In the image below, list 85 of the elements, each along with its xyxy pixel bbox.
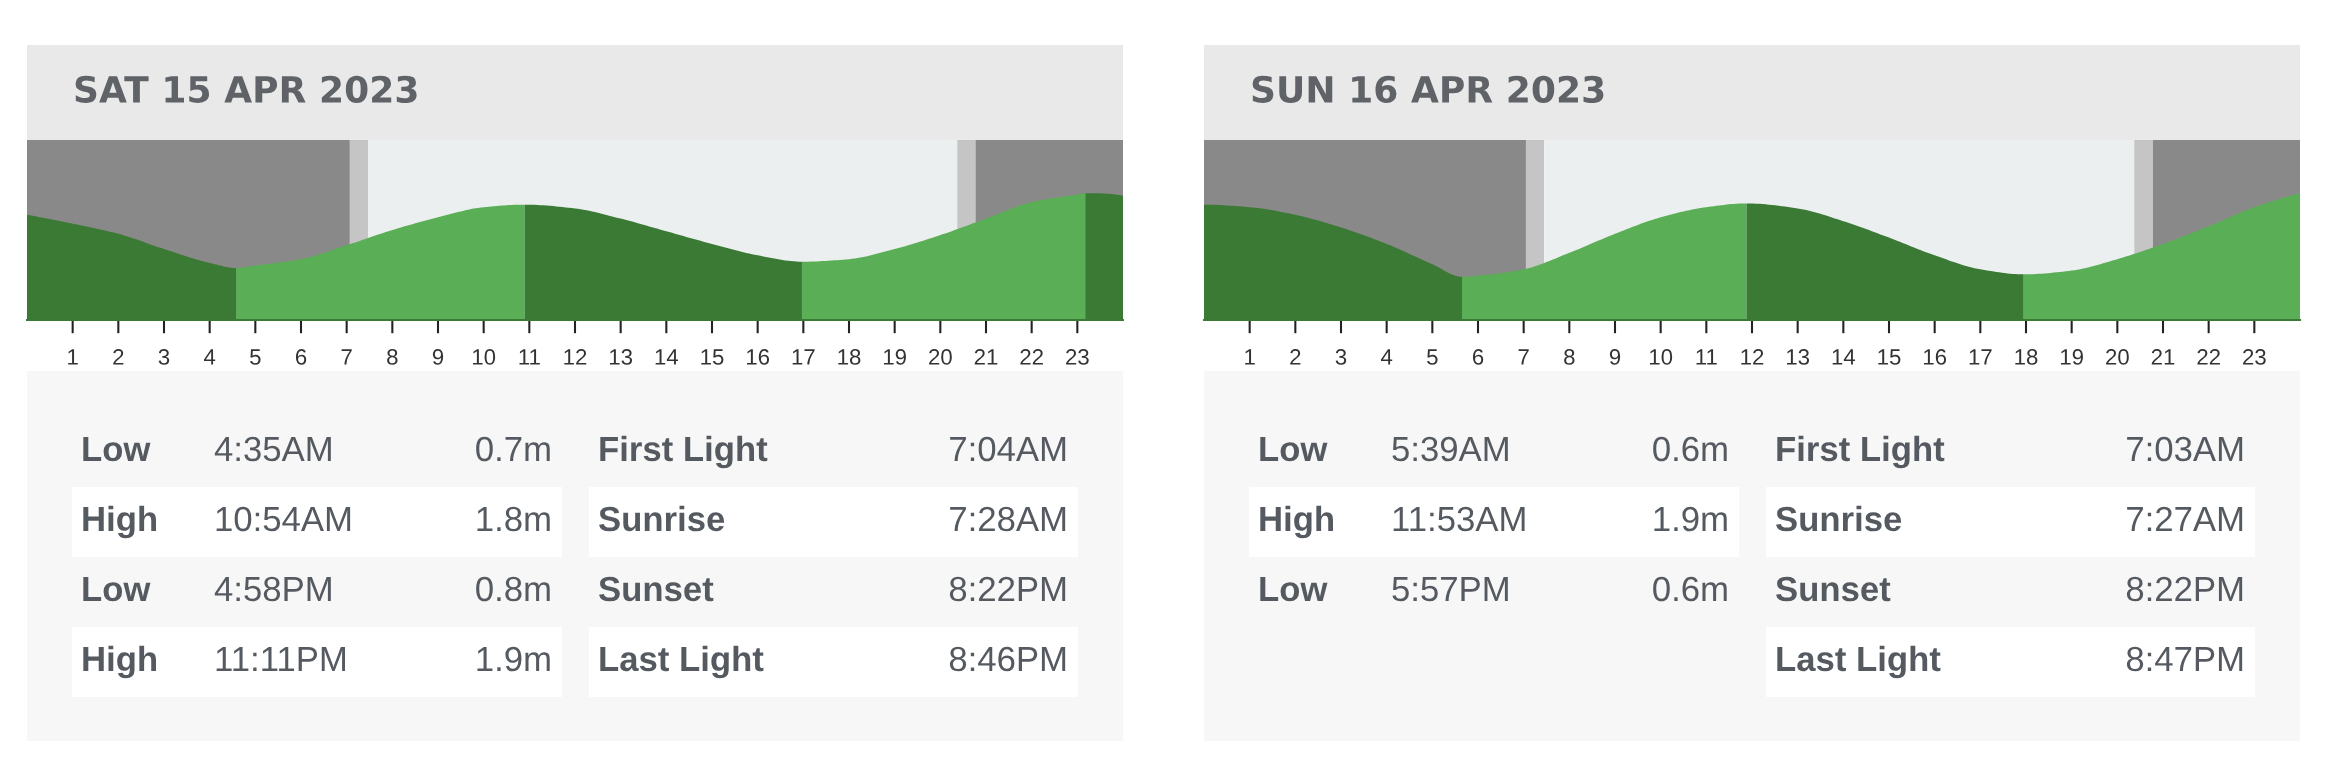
x-tick-label: 4 <box>204 349 216 365</box>
chart-title: SAT 15 APR 2023 <box>75 75 417 103</box>
x-tick-label: 5 <box>250 349 261 365</box>
x-tick-label: 21 <box>974 349 998 365</box>
text: 1.9m <box>1654 506 1727 532</box>
x-tick-label: 10 <box>473 349 496 365</box>
category-label: Sunrise <box>1776 505 1902 532</box>
x-tick-label: 2 <box>113 349 124 365</box>
x-tick-label: 15 <box>701 349 724 365</box>
text: 0.6m <box>1653 436 1727 462</box>
text: 8:47PM <box>2126 646 2243 672</box>
x-tick-label: 16 <box>747 349 770 365</box>
category-label: Low <box>1260 577 1328 602</box>
x-tick-label: 6 <box>295 349 307 365</box>
text: 8:46PM <box>949 646 1066 672</box>
category-label: Sunset <box>599 576 714 602</box>
x-tick-label: 13 <box>610 349 633 365</box>
x-tick-label: 5 <box>1427 349 1438 365</box>
category-label: High <box>1260 505 1333 539</box>
x-tick-label: 20 <box>2106 349 2129 365</box>
x-tick-label: 3 <box>158 349 170 365</box>
category-label: Last Light <box>600 645 764 679</box>
category-label: High <box>83 505 156 539</box>
text: 1.9m <box>477 646 550 672</box>
x-tick-label: 8 <box>387 349 398 365</box>
text: 0.6m <box>1653 576 1727 602</box>
x-tick-label: 4 <box>1381 349 1393 365</box>
category-label: First Light <box>600 435 768 469</box>
x-tick-label: 22 <box>1020 349 1043 365</box>
text: 0.8m <box>476 576 550 602</box>
x-tick-label: 12 <box>1741 349 1764 365</box>
text: 4:35AM <box>214 436 331 462</box>
category-label: Low <box>83 577 151 602</box>
x-tick-label: 6 <box>1472 349 1484 365</box>
category-label: Low <box>83 437 151 462</box>
x-tick-label: 11 <box>1696 349 1717 365</box>
x-tick-label: 17 <box>1969 349 1992 365</box>
x-tick-label: 18 <box>2015 349 2038 365</box>
x-tick-label: 14 <box>1832 349 1856 365</box>
text: 7:03AM <box>2127 436 2243 462</box>
text: 8:22PM <box>949 576 1066 602</box>
x-tick-label: 22 <box>2197 349 2220 365</box>
chart-title: SUN 16 APR 2023 <box>1252 75 1604 103</box>
category-label: First Light <box>1777 435 1945 469</box>
text: 5:57PM <box>1392 577 1508 602</box>
text: 1.8m <box>477 506 550 532</box>
text: 4:58PM <box>214 576 331 602</box>
x-tick-label: 8 <box>1564 349 1575 365</box>
category-label: Sunset <box>1776 576 1891 602</box>
x-tick-label: 2 <box>1290 349 1301 365</box>
x-tick-label: 7 <box>1518 349 1529 365</box>
text: 11:11PM <box>216 647 345 671</box>
x-tick-label: 11 <box>519 349 540 365</box>
x-tick-label: 14 <box>655 349 679 365</box>
x-tick-label: 1 <box>68 349 78 365</box>
x-tick-label: 19 <box>2061 349 2083 365</box>
text: 7:27AM <box>2127 506 2243 531</box>
x-tick-label: 13 <box>1787 349 1810 365</box>
text: 7:04AM <box>950 436 1066 462</box>
text: 0.7m <box>476 436 550 462</box>
text: 7:28AM <box>950 506 1066 532</box>
x-tick-label: 19 <box>884 349 906 365</box>
category-label: Low <box>1260 437 1328 462</box>
x-tick-label: 17 <box>792 349 815 365</box>
x-tick-label: 1 <box>1245 349 1255 365</box>
text: 8:22PM <box>2126 576 2243 602</box>
x-tick-label: 7 <box>341 349 352 365</box>
x-tick-label: 20 <box>929 349 952 365</box>
text: 5:39AM <box>1392 436 1508 462</box>
x-tick-label: 21 <box>2151 349 2175 365</box>
text: 11:53AM <box>1393 506 1525 532</box>
text: 10:54AM <box>216 506 351 532</box>
category-label: Sunrise <box>599 505 725 532</box>
x-tick-label: 18 <box>838 349 861 365</box>
x-tick-label: 23 <box>2243 349 2266 365</box>
x-tick-label: 12 <box>564 349 587 365</box>
x-tick-label: 23 <box>1066 349 1089 365</box>
x-tick-label: 16 <box>1924 349 1947 365</box>
x-tick-label: 10 <box>1650 349 1673 365</box>
category-label: Last Light <box>1777 645 1941 679</box>
x-tick-label: 15 <box>1878 349 1901 365</box>
category-label: High <box>83 645 156 679</box>
x-tick-label: 9 <box>1609 349 1621 365</box>
x-tick-label: 3 <box>1335 349 1347 365</box>
x-tick-label: 9 <box>432 349 444 365</box>
